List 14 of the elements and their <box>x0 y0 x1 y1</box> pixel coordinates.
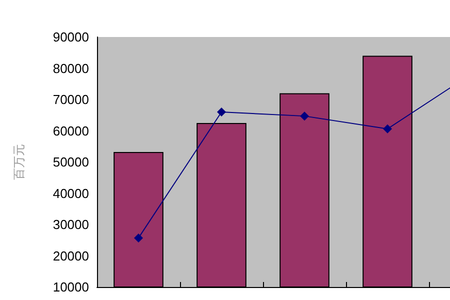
y-tick-label: 30000 <box>52 217 89 232</box>
point <box>134 233 143 242</box>
y-tick-label: 60000 <box>52 123 89 138</box>
point <box>217 108 226 116</box>
point <box>300 112 309 121</box>
y-tick-label: 90000 <box>52 30 89 44</box>
y-tick-label: 80000 <box>52 60 89 76</box>
y-tick-label: 70000 <box>52 92 89 107</box>
y-axis-title: 百万元 <box>12 144 26 180</box>
y-tick-label: 20000 <box>52 248 89 264</box>
y-tick-label: 40000 <box>52 186 89 201</box>
point <box>383 124 392 134</box>
y-tick-label: 10000 <box>52 280 89 294</box>
y-tick-label: 50000 <box>52 154 89 170</box>
